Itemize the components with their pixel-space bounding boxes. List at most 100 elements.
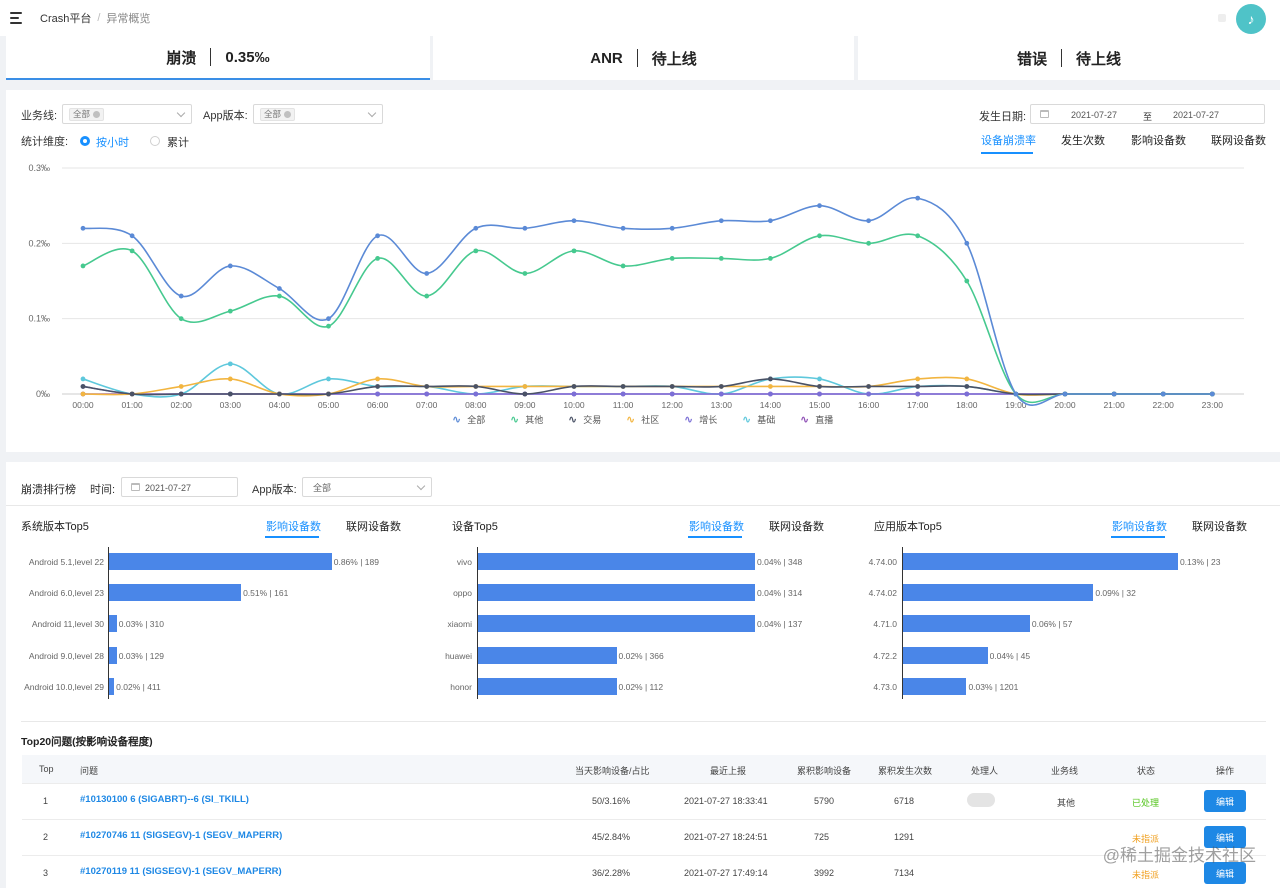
handler-select[interactable] [967,793,995,807]
data-point [326,316,331,322]
data-point [424,391,430,397]
legend-item[interactable]: ∿ 基础 [742,413,775,426]
legend-label: 全部 [467,415,486,425]
ranking-tab-online[interactable]: 联网设备数 [346,521,401,533]
metric-value: 待上线 [651,50,697,68]
edit-button[interactable]: 编辑 [1204,826,1246,848]
bar[interactable] [478,553,755,570]
data-point [866,240,871,246]
data-point [326,376,331,382]
business-line-select[interactable]: 全部 [62,104,192,124]
app-version-select[interactable]: 全部 [253,104,383,124]
ranking-date-picker[interactable]: 2021-07-27 [121,477,238,497]
data-point [669,225,675,231]
bar[interactable] [478,584,755,601]
data-point [964,376,970,382]
breadcrumb-root[interactable]: Crash平台 [40,13,92,25]
bar[interactable] [903,553,1178,570]
radio-cumulative[interactable] [150,136,160,146]
x-tick-label: 21:00 [1103,400,1125,410]
legend-item[interactable]: ∿ 直播 [800,413,833,426]
legend-item[interactable]: ∿ 其他 [510,413,543,426]
tab-active-indicator [981,152,1033,154]
bar-value-label: 0.03% | 310 [118,619,164,629]
app-version-label: App版本: [203,110,248,122]
data-point [522,271,528,276]
cell-business-line: 其他 [1057,798,1076,808]
ranking-tab-online[interactable]: 联网设备数 [1192,521,1247,533]
app-version-tag[interactable]: 全部 [260,107,296,121]
data-point [768,384,773,389]
data-point [620,391,626,397]
data-point [866,391,871,397]
tab-occurrences[interactable]: 发生次数 [1061,135,1105,147]
data-point [473,391,479,397]
radio-hourly-label[interactable]: 按小时 [96,137,129,149]
tag-clear-icon [284,110,292,118]
bar-value-label: 0.13% | 23 [1179,557,1221,567]
business-line-tag[interactable]: 全部 [69,107,105,121]
bar-category-label: Android 9.0,level 28 [28,651,104,661]
menu-toggle-icon[interactable] [10,12,24,24]
edit-button[interactable]: 编辑 [1204,790,1246,812]
data-point [473,384,479,389]
issue-link[interactable]: #10270119 11 (SIGSEGV)-1 (SEGV_MAPERR) [80,866,282,877]
bar[interactable] [903,615,1030,632]
legend-item[interactable]: ∿ 社区 [626,413,659,426]
ranking-app-version-label: App版本: [252,484,297,496]
tab-affected-devices[interactable]: 影响设备数 [1131,135,1186,147]
data-point [571,248,577,254]
data-point [817,391,822,397]
bar[interactable] [478,647,617,664]
bar[interactable] [109,647,117,664]
avatar[interactable]: ♪ [1236,4,1266,34]
radio-hourly[interactable] [80,136,90,146]
cell-total-count: 7134 [894,868,915,878]
data-point [1062,391,1068,397]
issue-link[interactable]: #10130100 6 (SIGABRT)--6 (SI_TKILL) [80,794,249,805]
data-point [817,384,822,389]
ranking-tab-affected[interactable]: 影响设备数 [1112,521,1167,533]
y-axis-line [902,547,903,699]
legend-swatch-icon: ∿ [800,414,810,426]
legend-item[interactable]: ∿ 增长 [684,413,717,426]
ranking-tab-online[interactable]: 联网设备数 [769,521,824,533]
legend-item[interactable]: ∿ 全部 [452,413,485,426]
bar[interactable] [903,647,988,664]
bar[interactable] [109,615,117,632]
bar[interactable] [109,584,242,601]
x-tick-label: 00:00 [72,400,94,410]
bar[interactable] [903,678,967,695]
legend-item[interactable]: ∿ 交易 [568,413,601,426]
ranking-app-version-select[interactable]: 全部 [302,477,432,497]
metric-card-anr[interactable]: ANR 待上线 [433,36,854,80]
breadcrumb-current: 异常概览 [106,13,151,25]
edit-button[interactable]: 编辑 [1204,862,1246,884]
ranking-app-version-value: 全部 [313,482,332,493]
y-tick-label: 0‰ [36,389,50,399]
issue-link[interactable]: #10270746 11 (SIGSEGV)-1 (SEGV_MAPERR) [80,830,283,841]
bar[interactable] [478,678,617,695]
bar[interactable] [903,584,1094,601]
ranking-tab-affected[interactable]: 影响设备数 [689,521,744,533]
data-point [768,218,773,224]
data-point [473,225,479,231]
data-point [473,248,479,254]
metric-name: 错误 [1016,50,1047,68]
tab-crash-rate[interactable]: 设备崩溃率 [981,135,1036,147]
x-tick-label: 09:00 [514,400,536,410]
metric-card-error[interactable]: 错误 待上线 [858,36,1280,80]
bar[interactable] [109,553,332,570]
bar[interactable] [109,678,115,695]
toolbar-square-icon[interactable] [1218,14,1226,22]
data-point [522,384,528,389]
bar[interactable] [478,615,755,632]
series-line-全部 [82,197,1213,406]
tab-online-devices[interactable]: 联网设备数 [1211,135,1266,147]
bar-value-label: 0.09% | 32 [1095,588,1136,598]
data-point [669,384,675,389]
ranking-tab-affected[interactable]: 影响设备数 [266,521,321,533]
radio-cumulative-label[interactable]: 累计 [167,137,189,149]
date-range-picker[interactable]: 2021-07-27 至 2021-07-27 [1030,104,1265,124]
metric-card-crash[interactable]: 崩溃 0.35‰ [6,36,430,80]
